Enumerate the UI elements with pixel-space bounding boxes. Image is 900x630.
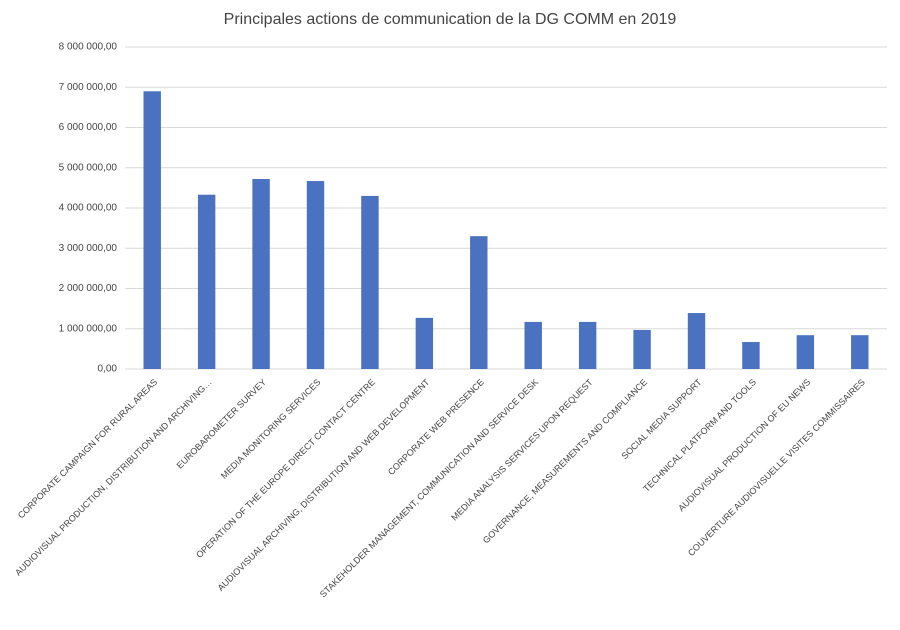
bar <box>361 195 379 369</box>
bar <box>306 181 325 369</box>
x-tick-label: TECHNICAL PLATFORM AND TOOLS <box>641 377 758 494</box>
x-tick-label: AUDIOVISUAL PRODUCTION, DISTRIBUTION AND… <box>13 377 214 578</box>
y-tick-label: 1 000 000,00 <box>59 323 118 334</box>
bar <box>252 179 270 369</box>
y-tick-label: 2 000 000,00 <box>59 283 118 294</box>
bar <box>796 335 815 369</box>
bar <box>415 317 434 369</box>
x-tick-label: AUDIOVISUAL ARCHIVING, DISTRIBUTION AND … <box>216 377 432 593</box>
bar <box>851 335 869 369</box>
chart-title: Principales actions de communication de … <box>224 11 677 28</box>
bar <box>143 91 161 370</box>
y-tick-label: 0,00 <box>98 364 118 375</box>
bar <box>197 194 216 369</box>
y-tick-label: 4 000 000,00 <box>59 203 118 214</box>
y-tick-label: 6 000 000,00 <box>59 122 118 133</box>
bar <box>633 329 651 369</box>
bar <box>687 313 706 369</box>
x-tick-label: CORPORATE WEB PRESENCE <box>386 377 486 477</box>
x-tick-label: EUROBAROMETER SURVEY <box>175 377 269 471</box>
bar <box>470 236 488 369</box>
x-tick-label: MEDIA MONITORING SERVICES <box>219 377 323 481</box>
x-tick-label: OPERATION OF THE EUROPE DIRECT CONTACT C… <box>194 377 377 560</box>
bar <box>578 321 597 369</box>
bar <box>524 321 542 369</box>
y-tick-label: 8 000 000,00 <box>59 42 118 53</box>
y-tick-label: 7 000 000,00 <box>59 82 118 93</box>
x-tick-label: COUVERTURE AUDIOVISUELLE VISITES COMMISS… <box>686 377 867 558</box>
bar <box>742 342 760 369</box>
y-tick-label: 5 000 000,00 <box>59 162 118 173</box>
y-tick-label: 3 000 000,00 <box>59 243 118 254</box>
x-tick-label: STAKEHOLDER MANAGEMENT, COMMUNICATION AN… <box>318 377 540 599</box>
